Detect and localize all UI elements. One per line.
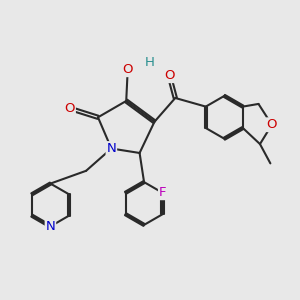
Text: O: O — [267, 118, 277, 131]
Text: H: H — [145, 56, 155, 69]
Text: O: O — [64, 102, 75, 115]
Text: F: F — [159, 186, 166, 199]
Text: N: N — [46, 220, 55, 233]
Text: O: O — [122, 63, 133, 76]
Text: N: N — [106, 142, 116, 155]
Text: O: O — [164, 69, 175, 82]
